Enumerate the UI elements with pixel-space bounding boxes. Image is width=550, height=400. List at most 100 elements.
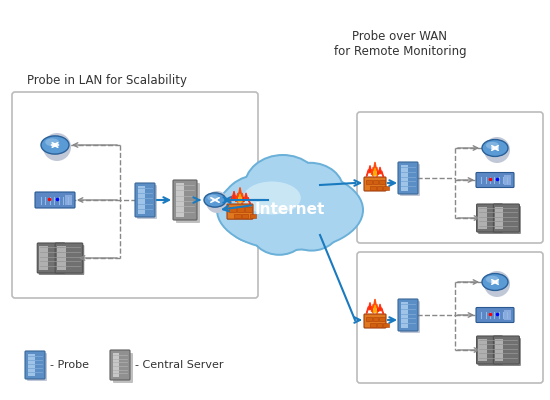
- Polygon shape: [366, 302, 373, 314]
- Bar: [377, 186, 382, 190]
- Bar: [401, 302, 408, 328]
- Ellipse shape: [304, 190, 359, 236]
- Bar: [372, 317, 378, 321]
- Bar: [370, 323, 376, 327]
- Ellipse shape: [221, 174, 299, 240]
- Ellipse shape: [284, 204, 339, 250]
- Ellipse shape: [252, 208, 306, 254]
- FancyBboxPatch shape: [113, 353, 133, 383]
- FancyBboxPatch shape: [12, 92, 258, 298]
- Ellipse shape: [276, 162, 344, 220]
- Ellipse shape: [250, 206, 309, 256]
- Ellipse shape: [45, 138, 59, 146]
- Bar: [57, 246, 66, 270]
- Ellipse shape: [245, 156, 320, 218]
- Circle shape: [484, 271, 510, 297]
- FancyBboxPatch shape: [37, 243, 65, 273]
- Ellipse shape: [228, 201, 278, 243]
- Bar: [366, 317, 372, 321]
- Bar: [138, 186, 145, 214]
- Ellipse shape: [243, 182, 301, 214]
- Polygon shape: [236, 187, 244, 202]
- Bar: [401, 165, 408, 191]
- FancyBboxPatch shape: [477, 336, 503, 364]
- FancyBboxPatch shape: [57, 245, 84, 275]
- FancyBboxPatch shape: [400, 164, 420, 196]
- Bar: [383, 186, 389, 190]
- FancyBboxPatch shape: [476, 308, 514, 322]
- Bar: [495, 207, 503, 229]
- Circle shape: [43, 133, 71, 161]
- FancyBboxPatch shape: [493, 204, 519, 232]
- FancyBboxPatch shape: [27, 353, 47, 381]
- FancyBboxPatch shape: [227, 204, 253, 219]
- Ellipse shape: [243, 154, 322, 220]
- Polygon shape: [373, 168, 377, 176]
- Text: Probe in LAN for Scalability: Probe in LAN for Scalability: [27, 74, 187, 87]
- Bar: [366, 180, 372, 184]
- FancyBboxPatch shape: [493, 336, 519, 364]
- Polygon shape: [371, 299, 378, 312]
- FancyBboxPatch shape: [495, 338, 521, 366]
- FancyBboxPatch shape: [495, 206, 521, 234]
- Bar: [241, 214, 249, 218]
- Bar: [234, 214, 240, 218]
- Bar: [113, 353, 119, 377]
- FancyBboxPatch shape: [478, 206, 504, 234]
- Polygon shape: [373, 305, 377, 313]
- Bar: [64, 195, 72, 205]
- FancyBboxPatch shape: [137, 185, 157, 219]
- FancyBboxPatch shape: [398, 162, 418, 194]
- Ellipse shape: [282, 202, 341, 252]
- Ellipse shape: [278, 164, 343, 218]
- Bar: [237, 207, 244, 212]
- Circle shape: [484, 137, 510, 163]
- FancyBboxPatch shape: [176, 183, 200, 223]
- Polygon shape: [238, 194, 242, 203]
- Bar: [383, 323, 389, 327]
- Ellipse shape: [486, 276, 499, 283]
- FancyBboxPatch shape: [477, 204, 503, 232]
- Text: - Central Server: - Central Server: [135, 360, 223, 370]
- Bar: [377, 323, 382, 327]
- Bar: [478, 207, 487, 229]
- FancyBboxPatch shape: [357, 112, 543, 243]
- Ellipse shape: [207, 195, 218, 201]
- Polygon shape: [376, 304, 383, 314]
- Bar: [370, 186, 376, 190]
- Text: Internet: Internet: [255, 202, 325, 218]
- Bar: [245, 207, 251, 212]
- Bar: [28, 354, 35, 376]
- Ellipse shape: [482, 140, 508, 156]
- Bar: [229, 207, 236, 212]
- FancyBboxPatch shape: [478, 338, 504, 366]
- Polygon shape: [366, 166, 373, 176]
- FancyBboxPatch shape: [55, 243, 82, 273]
- Text: - Probe: - Probe: [50, 360, 89, 370]
- Ellipse shape: [218, 171, 362, 249]
- FancyBboxPatch shape: [173, 180, 197, 220]
- Bar: [39, 246, 48, 270]
- FancyBboxPatch shape: [110, 350, 130, 380]
- Bar: [379, 317, 385, 321]
- Ellipse shape: [302, 188, 361, 238]
- Text: Probe over WAN
for Remote Monitoring: Probe over WAN for Remote Monitoring: [334, 30, 466, 58]
- Ellipse shape: [216, 169, 364, 251]
- Ellipse shape: [229, 203, 276, 241]
- Ellipse shape: [222, 176, 297, 238]
- Polygon shape: [230, 191, 238, 203]
- FancyBboxPatch shape: [364, 177, 386, 191]
- FancyBboxPatch shape: [25, 351, 45, 379]
- Ellipse shape: [41, 136, 69, 154]
- Circle shape: [206, 191, 228, 213]
- Bar: [495, 339, 503, 361]
- Bar: [379, 180, 385, 184]
- FancyBboxPatch shape: [135, 183, 155, 217]
- FancyBboxPatch shape: [476, 172, 514, 188]
- Bar: [250, 214, 256, 218]
- FancyBboxPatch shape: [364, 314, 386, 328]
- Bar: [176, 183, 184, 217]
- Ellipse shape: [482, 274, 508, 290]
- FancyBboxPatch shape: [39, 245, 67, 275]
- Bar: [504, 310, 511, 320]
